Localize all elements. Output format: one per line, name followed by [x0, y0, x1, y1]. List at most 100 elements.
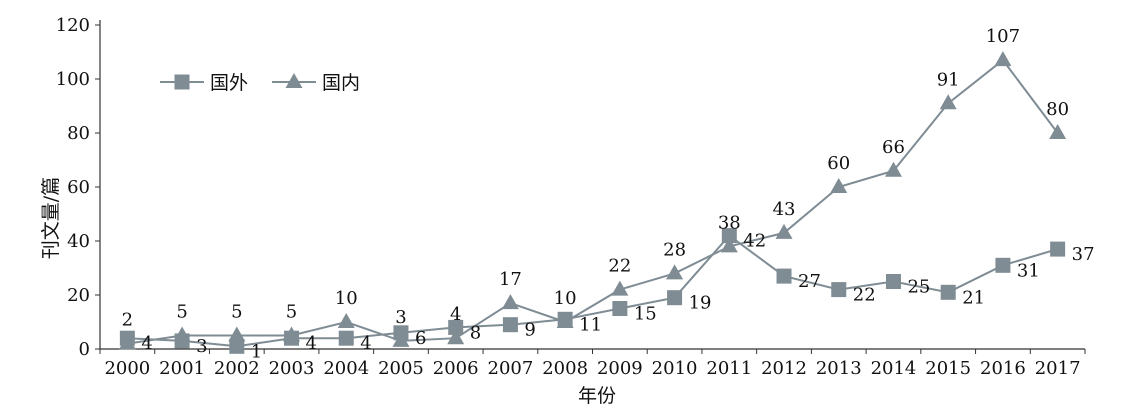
data-label: 91	[937, 69, 960, 90]
x-tick-label: 2002	[214, 358, 260, 379]
data-point	[884, 161, 902, 177]
data-label: 6	[415, 328, 426, 349]
legend-label: 国内	[322, 72, 360, 94]
y-tick-label: 60	[67, 177, 90, 198]
x-tick-label: 2008	[542, 358, 588, 379]
data-label: 21	[962, 287, 985, 308]
y-axis-title: 刊文量/篇	[40, 177, 62, 259]
x-tick-label: 2009	[597, 358, 643, 379]
data-point	[995, 257, 1011, 273]
y-tick-label: 100	[56, 69, 90, 90]
y-tick-label: 120	[56, 15, 90, 36]
data-point	[776, 268, 792, 284]
data-label: 42	[743, 231, 766, 252]
data-point	[1049, 124, 1067, 139]
x-tick-label: 2000	[104, 358, 150, 379]
data-point	[392, 331, 410, 347]
data-point	[666, 264, 684, 280]
y-tick-label: 20	[67, 285, 90, 306]
data-label: 17	[499, 269, 522, 290]
legend-label: 国外	[210, 72, 248, 94]
data-label: 43	[773, 199, 796, 220]
x-tick-label: 2011	[706, 358, 752, 379]
data-label: 4	[360, 333, 371, 354]
data-label: 10	[554, 288, 577, 309]
data-label: 2	[122, 310, 133, 331]
data-label: 9	[524, 320, 535, 341]
x-tick-label: 2001	[159, 358, 205, 379]
x-tick-label: 2003	[269, 358, 315, 379]
data-label: 38	[718, 212, 741, 233]
data-label: 37	[1072, 244, 1095, 265]
data-point	[667, 290, 683, 306]
data-point	[830, 178, 848, 193]
data-point	[611, 280, 629, 296]
data-label: 4	[141, 333, 152, 354]
data-point	[939, 94, 957, 110]
data-point	[501, 294, 519, 310]
data-point	[940, 284, 956, 300]
x-axis-title: 年份	[578, 385, 616, 407]
data-label: 1	[251, 341, 262, 362]
data-label: 28	[663, 239, 686, 260]
x-tick-label: 2014	[871, 358, 917, 379]
data-label: 5	[286, 302, 297, 323]
data-point	[118, 334, 136, 350]
data-label: 19	[689, 293, 712, 314]
x-tick-label: 2016	[980, 358, 1026, 379]
data-point	[283, 326, 301, 342]
data-label: 8	[470, 322, 481, 343]
data-point	[502, 317, 518, 333]
x-tick-label: 2017	[1035, 358, 1081, 379]
x-tick-label: 2015	[925, 358, 971, 379]
x-tick-label: 2005	[378, 358, 424, 379]
data-label: 27	[798, 271, 821, 292]
data-point	[831, 282, 847, 298]
y-tick-label: 0	[79, 339, 90, 360]
data-label: 5	[231, 302, 242, 323]
data-label: 22	[608, 256, 631, 277]
data-label: 4	[306, 333, 317, 354]
data-point	[556, 313, 574, 328]
data-label: 11	[579, 314, 602, 335]
legend: 国外 国内	[160, 72, 360, 94]
data-point	[229, 338, 245, 354]
legend-square-marker	[174, 74, 190, 90]
x-tick-label: 2006	[433, 358, 479, 379]
data-label: 66	[882, 137, 905, 158]
x-tick-label: 2004	[323, 358, 369, 379]
data-label: 3	[196, 336, 207, 357]
data-point	[775, 223, 793, 239]
data-label: 22	[853, 285, 876, 306]
data-point	[228, 326, 246, 342]
series-line	[127, 234, 1058, 348]
y-tick-label: 80	[67, 123, 90, 144]
data-point	[720, 237, 738, 253]
data-label: 60	[827, 153, 850, 174]
data-point	[994, 51, 1012, 67]
data-label: 3	[395, 307, 406, 328]
y-tick-label: 40	[67, 231, 90, 252]
data-point	[173, 326, 191, 342]
data-point	[612, 301, 628, 316]
series-layer	[118, 51, 1067, 354]
data-point	[447, 329, 465, 345]
data-label: 25	[907, 277, 930, 298]
x-tick-label: 2012	[761, 358, 807, 379]
data-label: 31	[1017, 260, 1040, 281]
data-point	[448, 319, 464, 335]
axes: 0 20 40 60 80 100 120 2000 2001 2002 2003 2004 2005 2…	[56, 15, 1086, 379]
data-label: 10	[335, 288, 358, 309]
x-tick-label: 2013	[816, 358, 862, 379]
data-point	[885, 274, 901, 289]
data-label: 4	[450, 304, 461, 325]
x-tick-label: 2010	[652, 358, 698, 379]
data-label: 15	[634, 304, 657, 325]
x-tick-label: 2007	[488, 358, 534, 379]
data-label: 5	[176, 302, 187, 323]
data-point	[338, 330, 354, 346]
data-label: 80	[1046, 99, 1069, 120]
data-point	[337, 313, 355, 328]
